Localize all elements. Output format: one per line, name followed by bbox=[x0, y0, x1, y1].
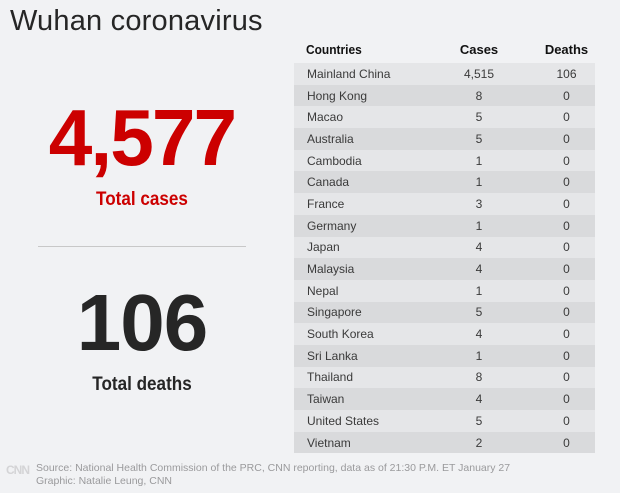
table-row: Vietnam 2 0 bbox=[294, 431, 595, 454]
country-cell: Germany bbox=[307, 218, 357, 233]
total-deaths-value: 106 bbox=[76, 278, 208, 367]
country-cell: Japan bbox=[307, 240, 340, 255]
country-cell: Mainland China bbox=[307, 66, 391, 81]
table-row: South Korea 4 0 bbox=[294, 323, 595, 345]
cases-cell: 4 bbox=[475, 392, 483, 407]
cases-cell: 8 bbox=[475, 370, 483, 385]
cases-cell: 5 bbox=[475, 131, 483, 146]
country-cell: France bbox=[307, 196, 345, 211]
deaths-cell: 0 bbox=[563, 370, 570, 385]
cases-cell: 1 bbox=[475, 283, 483, 298]
header-deaths: Deaths bbox=[544, 42, 589, 57]
deaths-cell: 0 bbox=[563, 175, 570, 190]
country-cell: Thailand bbox=[307, 370, 354, 385]
total-cases-label: Total cases bbox=[96, 189, 188, 210]
table-row: Australia 5 0 bbox=[294, 128, 595, 150]
deaths-cell: 0 bbox=[563, 131, 570, 146]
cases-cell: 4 bbox=[475, 262, 483, 277]
footer: CNN Source: National Health Commission o… bbox=[6, 462, 510, 487]
graphic-credit: Graphic: Natalie Leung, CNN bbox=[36, 474, 172, 487]
cases-cell: 4 bbox=[475, 327, 483, 342]
cases-cell: 5 bbox=[475, 305, 483, 320]
cases-cell: 3 bbox=[475, 196, 483, 211]
country-cell: Canada bbox=[307, 175, 350, 190]
cases-cell: 5 bbox=[475, 110, 483, 125]
country-cell: Australia bbox=[307, 131, 354, 146]
page-title: Wuhan coronavirus bbox=[10, 5, 263, 37]
country-cell: Vietnam bbox=[307, 435, 351, 450]
footer-text: Source: National Health Commission of th… bbox=[36, 462, 510, 487]
country-cell: Sri Lanka bbox=[307, 348, 358, 363]
table-row: Thailand 8 0 bbox=[294, 366, 595, 389]
total-cases-value: 4,577 bbox=[48, 93, 237, 182]
table-body: Mainland China 4,515 106 Hong Kong 8 0 Macao 5 0… bbox=[294, 63, 595, 454]
deaths-cell: 0 bbox=[563, 327, 570, 342]
deaths-cell: 0 bbox=[563, 262, 570, 277]
country-cell: Hong Kong bbox=[307, 88, 368, 103]
country-cell: Malaysia bbox=[307, 262, 355, 277]
deaths-cell: 0 bbox=[563, 435, 570, 450]
country-cell: Taiwan bbox=[307, 392, 345, 407]
header-countries: Countries bbox=[305, 42, 362, 57]
deaths-cell: 0 bbox=[563, 218, 570, 233]
deaths-cell: 0 bbox=[563, 110, 570, 125]
country-cell: Cambodia bbox=[307, 153, 362, 168]
table-row: Japan 4 0 bbox=[294, 236, 595, 259]
cases-cell: 1 bbox=[475, 348, 483, 363]
table-row: United States 5 0 bbox=[294, 410, 595, 432]
table-row: Canada 1 0 bbox=[294, 171, 595, 194]
country-cell: Singapore bbox=[307, 305, 362, 320]
countries-table: Countries Cases Deaths Mainland China 4,5… bbox=[294, 36, 595, 454]
cases-cell: 1 bbox=[475, 218, 483, 233]
table-row: Malaysia 4 0 bbox=[294, 258, 595, 280]
table-row: Hong Kong 8 0 bbox=[294, 84, 595, 107]
table-row: Sri Lanka 1 0 bbox=[294, 344, 595, 367]
cases-cell: 8 bbox=[475, 88, 483, 103]
cases-cell: 1 bbox=[475, 175, 483, 190]
deaths-cell: 0 bbox=[563, 413, 570, 428]
table-row: Mainland China 4,515 106 bbox=[294, 63, 595, 85]
table-row: Singapore 5 0 bbox=[294, 301, 595, 324]
cases-cell: 5 bbox=[475, 413, 483, 428]
deaths-cell: 0 bbox=[563, 348, 570, 363]
cases-cell: 4,515 bbox=[463, 66, 495, 81]
table-header: Countries Cases Deaths bbox=[294, 36, 595, 63]
cnn-logo-icon: CNN bbox=[6, 463, 30, 477]
table-row: Cambodia 1 0 bbox=[294, 149, 595, 172]
source-note: Source: National Health Commission of th… bbox=[36, 462, 511, 474]
total-deaths-label: Total deaths bbox=[92, 374, 192, 395]
country-cell: Macao bbox=[307, 110, 344, 125]
deaths-cell: 0 bbox=[563, 283, 570, 298]
header-cases: Cases bbox=[459, 42, 499, 57]
table-row: Macao 5 0 bbox=[294, 106, 595, 129]
cases-cell: 4 bbox=[475, 240, 483, 255]
deaths-cell: 0 bbox=[563, 392, 570, 407]
table-row: France 3 0 bbox=[294, 193, 595, 215]
country-cell: Nepal bbox=[307, 283, 339, 298]
table-row: Nepal 1 0 bbox=[294, 279, 595, 302]
country-cell: South Korea bbox=[307, 327, 374, 342]
deaths-cell: 0 bbox=[563, 88, 570, 103]
deaths-cell: 0 bbox=[563, 240, 570, 255]
deaths-cell: 106 bbox=[556, 66, 577, 81]
deaths-cell: 0 bbox=[563, 305, 570, 320]
deaths-cell: 0 bbox=[563, 196, 570, 211]
divider bbox=[38, 246, 246, 247]
table-row: Taiwan 4 0 bbox=[294, 388, 595, 410]
cases-cell: 2 bbox=[475, 435, 483, 450]
deaths-cell: 0 bbox=[563, 153, 570, 168]
table-row: Germany 1 0 bbox=[294, 214, 595, 237]
country-cell: United States bbox=[307, 413, 380, 428]
cases-cell: 1 bbox=[475, 153, 483, 168]
